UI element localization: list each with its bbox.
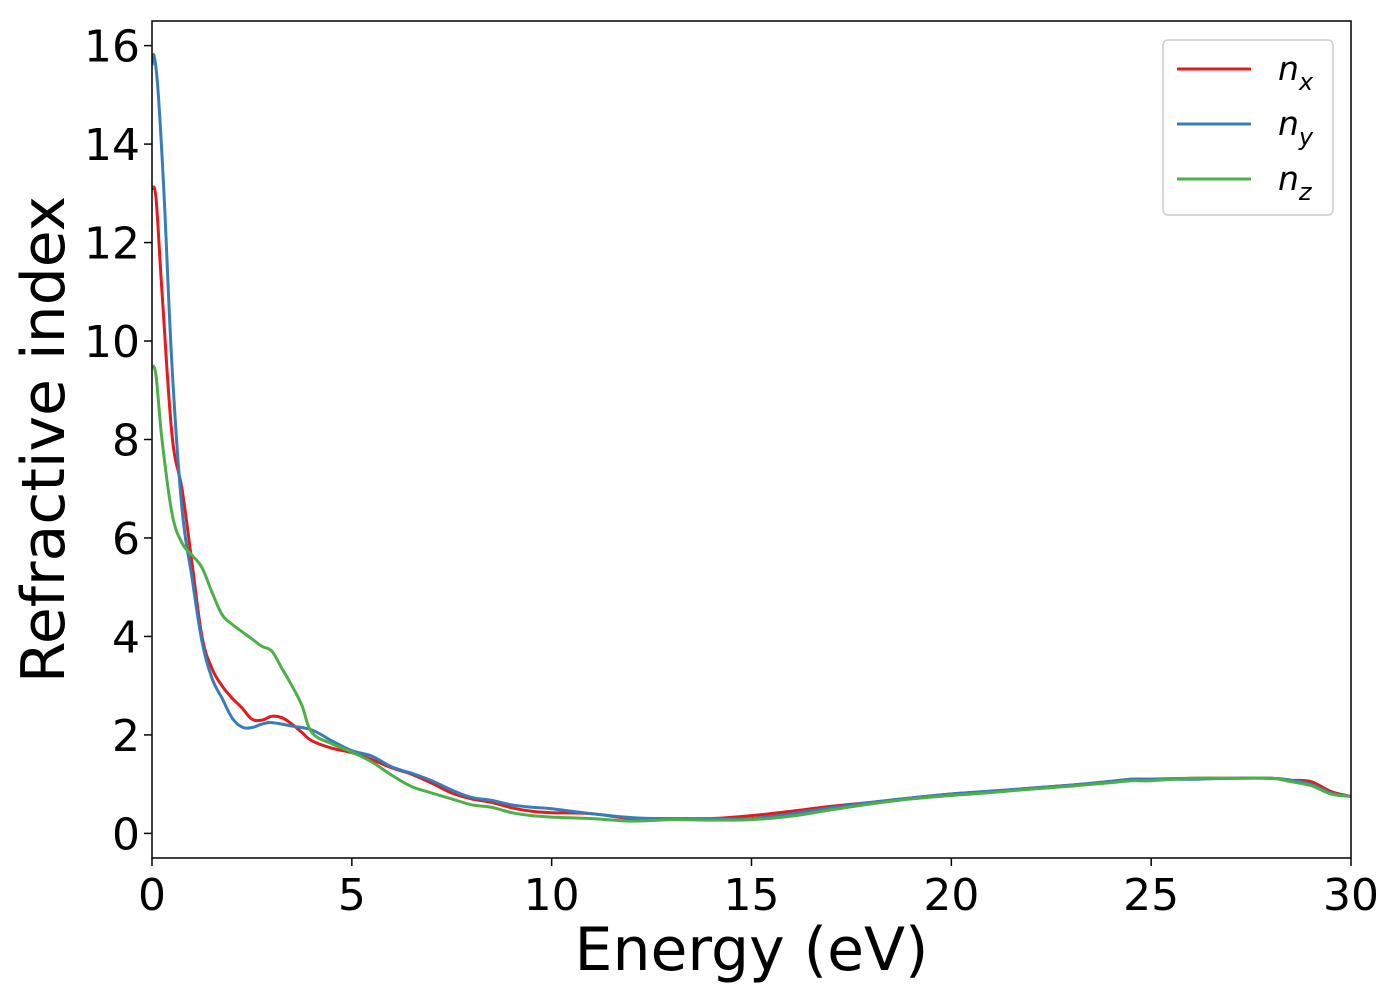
legend-label-base: n [1278, 49, 1299, 88]
y-tick-label: 4 [112, 612, 140, 663]
y-tick-label: 14 [84, 120, 140, 171]
x-axis-title: Energy (eV) [575, 915, 929, 985]
y-tick-label: 2 [112, 711, 140, 762]
legend-label-base: n [1278, 159, 1299, 198]
x-tick-label: 20 [923, 870, 979, 921]
legend-label-subscript: y [1298, 123, 1314, 151]
y-axis-title: Refractive index [9, 196, 79, 683]
x-tick-label: 5 [338, 870, 366, 921]
legend-label-subscript: x [1298, 68, 1314, 96]
x-tick-label: 10 [524, 870, 580, 921]
legend-label-z: nz [1278, 159, 1313, 206]
y-tick-label: 10 [84, 317, 140, 368]
series-layer [152, 53, 1351, 823]
x-tick-label: 15 [724, 870, 780, 921]
x-tick-label: 30 [1323, 870, 1379, 921]
series-line-y [152, 53, 1351, 821]
x-tick-label: 25 [1123, 870, 1179, 921]
y-tick-label: 12 [84, 219, 140, 270]
series-line-x [152, 185, 1351, 821]
legend-label-base: n [1278, 104, 1299, 143]
x-tick-label: 0 [138, 870, 166, 921]
y-tick-label: 8 [112, 416, 140, 467]
y-tick-label: 16 [84, 22, 140, 73]
legend-label-subscript: z [1298, 178, 1313, 206]
legend-label-x: nx [1278, 49, 1314, 96]
ticks-layer: 0 5 10 15 20 25 30 0 2 4 6 8 10 12 14 16 [84, 22, 1379, 921]
y-tick-label: 6 [112, 514, 140, 565]
legend-box [1162, 39, 1334, 216]
y-tick-label: 0 [112, 809, 140, 860]
legend-label-y: ny [1278, 104, 1314, 151]
series-line-z [152, 364, 1351, 823]
